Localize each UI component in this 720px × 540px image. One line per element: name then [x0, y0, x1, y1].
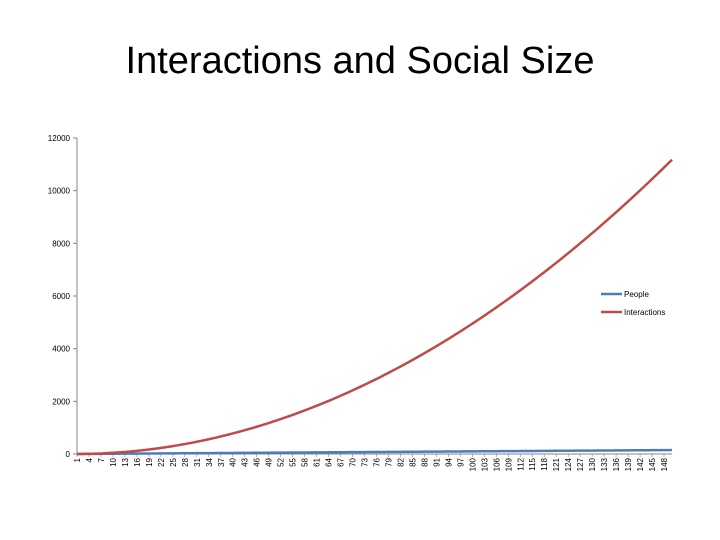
y-tick-label: 10000	[48, 187, 71, 196]
x-tick-label: 97	[456, 457, 465, 466]
x-tick-label: 1	[73, 457, 82, 462]
x-tick-label: 124	[564, 457, 573, 471]
x-tick-label: 43	[241, 457, 250, 466]
x-tick-label: 145	[648, 457, 657, 471]
x-tick-label: 22	[157, 457, 166, 466]
x-tick-label: 103	[480, 457, 489, 471]
x-tick-label: 58	[301, 457, 310, 466]
x-tick-label: 67	[337, 457, 346, 466]
x-tick-label: 34	[205, 457, 214, 466]
x-tick-label: 139	[624, 457, 633, 471]
x-tick-label: 91	[432, 457, 441, 466]
x-tick-label: 55	[289, 457, 298, 466]
series-layer	[76, 158, 673, 456]
x-tick-label: 10	[109, 457, 118, 466]
x-tick-label: 49	[265, 457, 274, 466]
x-tick-label: 4	[85, 457, 94, 462]
x-tick-label: 100	[468, 457, 477, 471]
x-tick-label: 40	[229, 457, 238, 466]
y-tick-label: 12000	[48, 134, 71, 143]
x-tick-label: 64	[325, 457, 334, 466]
x-tick-label: 61	[313, 457, 322, 466]
y-tick-label: 0	[66, 450, 71, 459]
x-tick-label: 94	[444, 457, 453, 466]
x-tick-label: 142	[636, 457, 645, 471]
x-tick-label: 13	[121, 457, 130, 466]
x-tick-label: 52	[277, 457, 286, 466]
x-tick-label: 25	[169, 457, 178, 466]
x-tick-label: 136	[612, 457, 621, 471]
x-tick-label: 31	[193, 457, 202, 466]
legend: People Interactions	[601, 290, 665, 317]
y-tick-label: 2000	[52, 397, 70, 406]
series-line-interactions	[76, 158, 673, 456]
chart-title: Interactions and Social Size	[125, 40, 595, 82]
x-tick-label: 28	[181, 457, 190, 466]
legend-label-interactions: Interactions	[624, 308, 665, 317]
x-tick-label: 109	[504, 457, 513, 471]
x-tick-label: 82	[396, 457, 405, 466]
x-tick-label: 118	[540, 457, 549, 470]
series-line-people	[76, 448, 673, 456]
x-tick-label: 130	[588, 457, 597, 471]
x-tick-label: 7	[97, 457, 106, 462]
x-tick-label: 37	[217, 457, 226, 466]
x-tick-label: 46	[253, 457, 262, 466]
y-tick-label: 6000	[52, 292, 70, 301]
x-tick-label: 16	[133, 457, 142, 466]
x-tick-label: 127	[576, 457, 585, 471]
x-tick-label: 73	[361, 457, 370, 466]
x-tick-label: 19	[145, 457, 154, 466]
x-tick-label: 148	[660, 457, 669, 471]
axes: 0 2000 4000 6000 8000 10000 12000 1 4 7 10 13 16 19 22…	[48, 134, 672, 471]
legend-label-people: People	[624, 290, 649, 299]
y-tick-label: 8000	[52, 239, 70, 248]
x-tick-label: 112	[516, 457, 525, 470]
x-tick-label: 79	[384, 457, 393, 466]
x-tick-label: 121	[552, 457, 561, 471]
x-tick-label: 115	[528, 457, 537, 470]
x-tick-label: 70	[349, 457, 358, 466]
x-tick-label: 133	[600, 457, 609, 471]
x-tick-label: 76	[372, 457, 381, 466]
x-tick-label: 85	[408, 457, 417, 466]
x-tick-label: 106	[492, 457, 501, 471]
x-tick-label: 88	[420, 457, 429, 466]
y-tick-label: 4000	[52, 345, 70, 354]
